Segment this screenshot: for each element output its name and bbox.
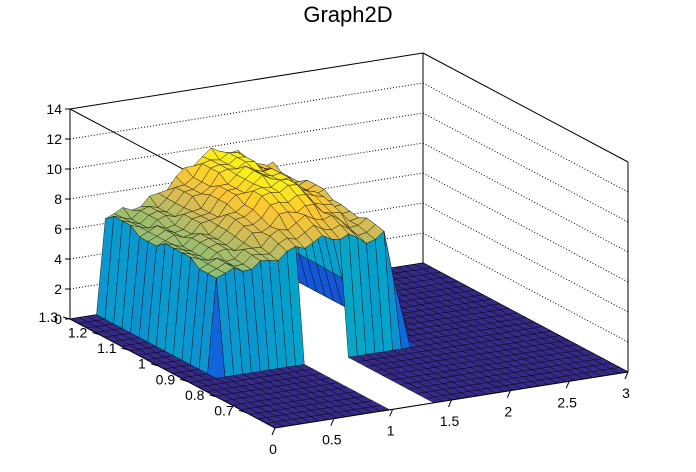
x-tick-label: 0.5 [322,432,342,448]
x-tick-label: 1.5 [440,413,460,429]
y-tick-0 [238,409,246,413]
x-tick-6 [624,371,629,380]
y-tick-2 [180,378,188,382]
z-gridline-right-4 [422,142,629,253]
z-gridline-back-2 [69,202,424,260]
y-tick-label: 1.1 [97,340,117,356]
y-tick-label: 0.7 [214,402,234,418]
y-tick-label: 0.9 [156,371,176,387]
surface-mesh [69,147,629,429]
y-tick-5 [92,332,100,336]
z-tick-label: 4 [54,251,62,267]
z-gridline-back-6 [69,82,424,140]
z-gridline-back-3 [69,172,424,230]
z-tick-label: 0 [54,311,62,327]
z-tick-label: 14 [46,101,62,117]
x-tick-4 [506,390,511,398]
box-edge-front-y [69,318,276,429]
z-gridline-back-5 [69,112,424,170]
z-tick-label: 6 [54,221,62,237]
z-gridline-right-5 [422,112,629,223]
z-gridline-back-4 [69,142,424,200]
x-tick-2 [389,409,394,417]
x-tick-3 [448,399,452,408]
x-tick-1 [330,418,335,426]
z-tick-label: 8 [54,191,62,207]
x-tick-label: 0 [269,441,277,457]
axes: 0 2 4 6 8 10 12 14 0 0.5 1 1.5 2 2.5 3 0.7 0.8 0.9 1 1.1 1.2… [39,101,631,457]
x-tick-5 [565,381,570,389]
z-gridline-right-3 [422,172,629,283]
y-tick-label: 0.8 [185,387,205,403]
chart-title: Graph2D [303,2,393,27]
z-tick-label: 12 [46,131,62,147]
y-tick-6 [62,316,71,320]
box-edge-top-right [422,52,629,163]
y-tick-label: 1.3 [39,309,59,325]
y-tick-3 [150,363,158,367]
x-tick-label: 2 [504,404,512,420]
x-tick-label: 3 [622,385,630,401]
y-tick-4 [121,347,129,351]
y-tick-label: 1 [138,356,146,372]
box-edge-top-back [69,52,424,110]
z-tick-label: 10 [46,161,62,177]
x-tick-label: 2.5 [557,394,577,410]
x-tick-label: 1 [387,422,395,438]
x-tick-0 [271,427,276,436]
z-tick-label: 2 [54,281,62,297]
y-tick-label: 1.2 [68,325,88,341]
y-tick-1 [209,394,217,398]
z-gridline-right-6 [422,82,629,193]
